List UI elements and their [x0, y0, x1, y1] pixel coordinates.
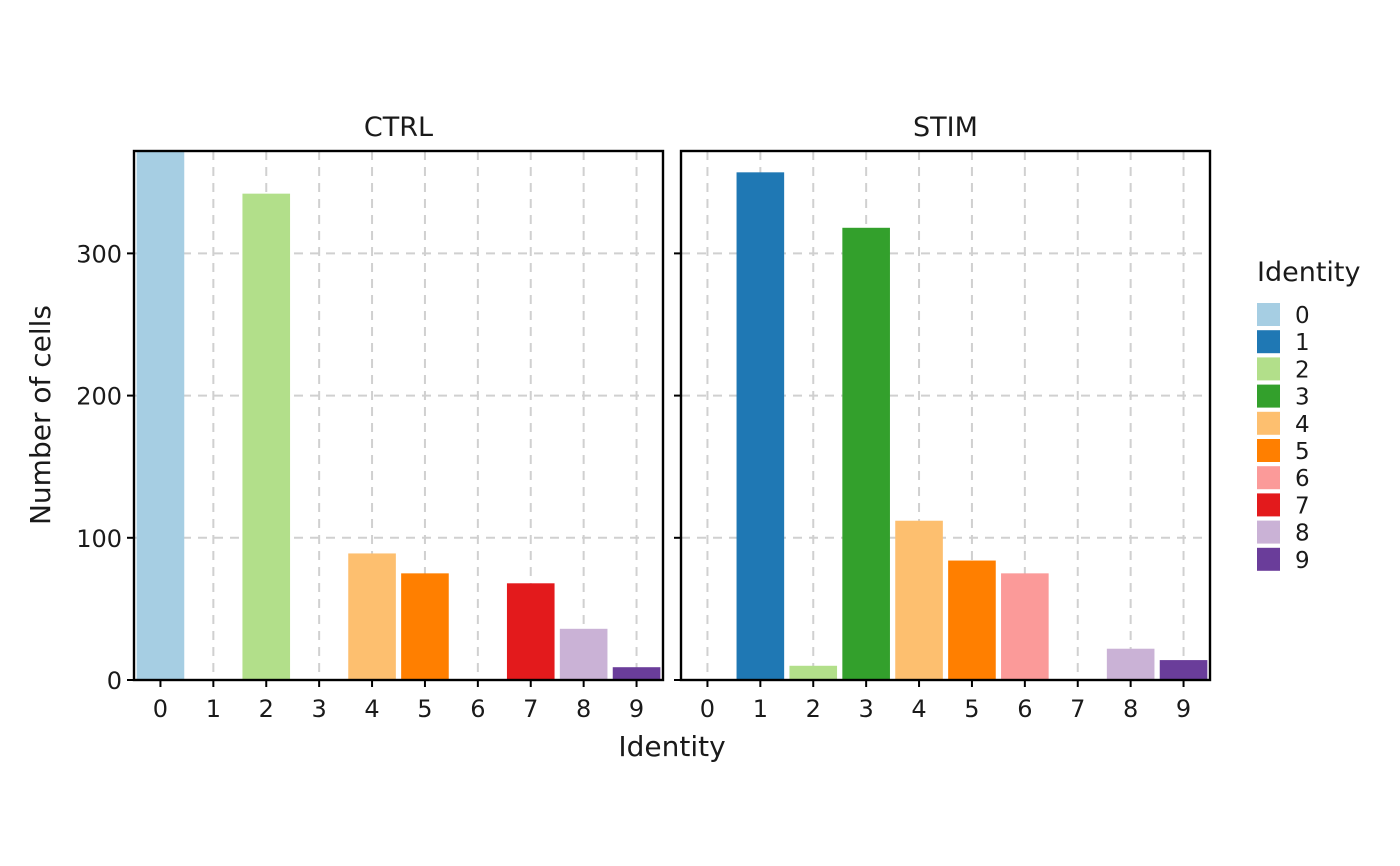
legend-swatch — [1257, 411, 1280, 435]
bars — [736, 172, 1208, 680]
x-tick-label: 5 — [964, 695, 979, 723]
legend-item-6: 6 — [1257, 466, 1310, 492]
panel-border — [679, 149, 1212, 682]
legend-item-2: 2 — [1257, 357, 1310, 383]
legend-swatch — [1257, 520, 1280, 544]
bar-ctrl-7 — [506, 583, 555, 680]
bar-ctrl-8 — [559, 628, 608, 680]
y-tick-label: 200 — [76, 383, 122, 411]
facet-title: CTRL — [364, 112, 433, 143]
x-tick-label: 7 — [1070, 695, 1085, 723]
x-tick-label: 4 — [364, 695, 379, 723]
x-tick-label: 1 — [753, 695, 768, 723]
bar-stim-3 — [842, 227, 890, 680]
gridlines — [134, 151, 663, 680]
x-tick-label: 8 — [576, 695, 591, 723]
legend-item-5: 5 — [1257, 439, 1310, 465]
legend-item-3: 3 — [1257, 384, 1310, 411]
facet-title: STIM — [913, 112, 978, 143]
bar-stim-9 — [1159, 660, 1208, 680]
legend-label: 1 — [1295, 330, 1310, 356]
legend-swatch — [1257, 357, 1280, 381]
x-tick-label: 4 — [911, 695, 926, 723]
x-tick-label: 3 — [859, 695, 874, 723]
bar-ctrl-9 — [612, 667, 661, 680]
facet-panels: CTRL 0 1 2 3 4 5 6 7 8 9 0 100 200 300 STIM 0 1 2 3 4 5 6 7 8 9 — [76, 112, 1212, 723]
bar-ctrl-2 — [242, 193, 291, 680]
legend-label: 7 — [1295, 493, 1310, 519]
x-tick-label: 1 — [206, 695, 221, 723]
legend-label: 9 — [1295, 548, 1310, 574]
bar-stim-8 — [1106, 648, 1155, 680]
bar-ctrl-0 — [136, 151, 185, 680]
legend-label: 0 — [1295, 303, 1310, 329]
y-tick-label: 0 — [107, 667, 122, 695]
legend-item-7: 7 — [1257, 493, 1310, 519]
x-tick-label: 0 — [700, 695, 715, 723]
x-tick-label: 9 — [1176, 695, 1191, 723]
legend-label: 3 — [1295, 385, 1310, 411]
x-tick-label: 6 — [1017, 695, 1032, 723]
x-tick-label: 9 — [629, 695, 644, 723]
panel-border — [132, 149, 665, 682]
y-axis-title: Number of cells — [24, 305, 57, 525]
x-tick-label: 8 — [1123, 695, 1138, 723]
bar-stim-4 — [895, 520, 943, 680]
bar-stim-1 — [736, 172, 785, 680]
legend-label: 8 — [1295, 521, 1310, 547]
legend-swatch — [1257, 330, 1280, 354]
y-tick-label: 100 — [76, 525, 122, 553]
legend-swatch — [1257, 439, 1280, 462]
x-tick-label: 0 — [153, 695, 168, 723]
x-tick-label: 7 — [523, 695, 538, 723]
legend-item-1: 1 — [1257, 330, 1310, 356]
legend-swatch — [1257, 493, 1280, 517]
legend-label: 5 — [1295, 439, 1310, 465]
facet-panel-ctrl: CTRL 0 1 2 3 4 5 6 7 8 9 0 100 200 300 — [76, 112, 665, 723]
y-tick-label: 300 — [76, 240, 122, 268]
legend-swatch — [1257, 547, 1280, 571]
legend-item-8: 8 — [1257, 520, 1310, 547]
legend-label: 2 — [1295, 357, 1310, 383]
bar-stim-5 — [948, 560, 996, 680]
legend-item-9: 9 — [1257, 547, 1310, 574]
legend-title: Identity — [1257, 257, 1360, 288]
legend-item-0: 0 — [1257, 303, 1310, 329]
bar-stim-6 — [1001, 573, 1049, 680]
x-tick-label: 5 — [417, 695, 432, 723]
x-tick-label: 6 — [470, 695, 485, 723]
facet-panel-stim: STIM 0 1 2 3 4 5 6 7 8 9 — [674, 112, 1212, 723]
legend-swatch — [1257, 384, 1280, 408]
legend-swatch — [1257, 466, 1280, 490]
x-tick-label: 2 — [806, 695, 821, 723]
legend-item-4: 4 — [1257, 411, 1310, 438]
legend-label: 6 — [1295, 466, 1310, 492]
x-tick-label: 3 — [312, 695, 327, 723]
x-axis-title: Identity — [618, 730, 725, 763]
bar-ctrl-4 — [348, 553, 396, 680]
bar-ctrl-5 — [401, 573, 449, 680]
x-tick-label: 2 — [259, 695, 274, 723]
legend-label: 4 — [1295, 412, 1310, 438]
bar-stim-2 — [789, 665, 838, 680]
bars — [136, 151, 661, 680]
legend-swatch — [1257, 303, 1280, 326]
